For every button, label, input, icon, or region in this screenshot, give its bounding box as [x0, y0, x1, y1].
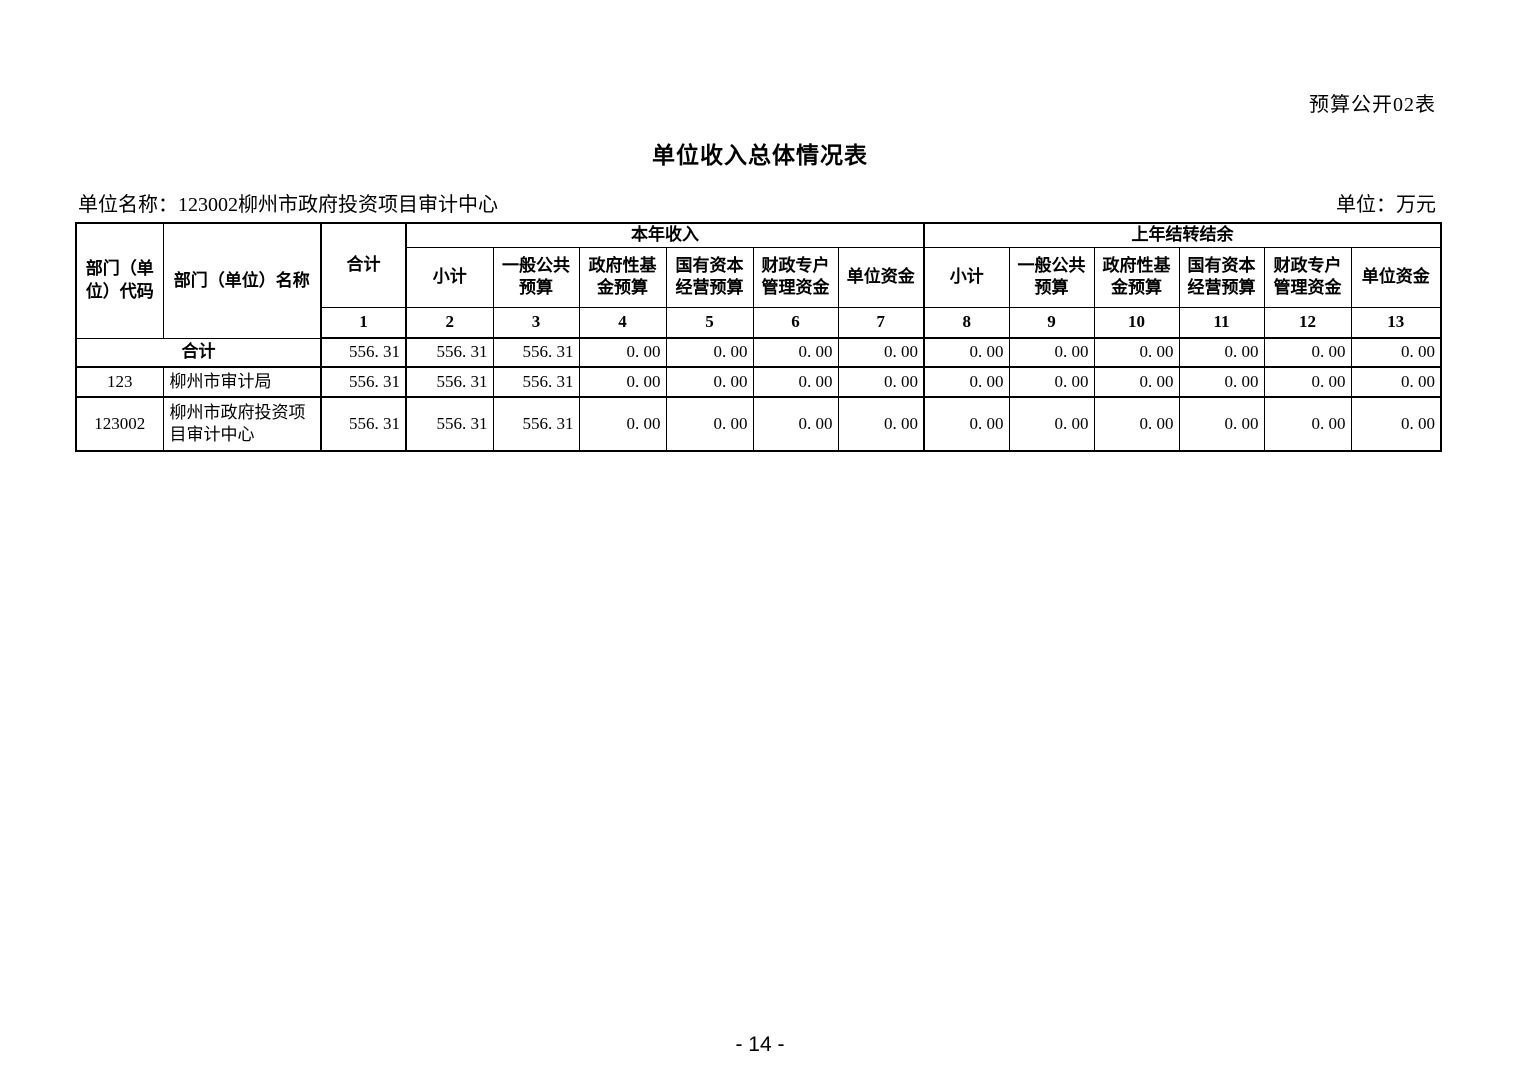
row-code: 123002: [75, 396, 164, 453]
value-cell: 0. 00: [1350, 337, 1442, 369]
value-cell: 556. 31: [320, 337, 407, 369]
column-number: 7: [837, 306, 925, 340]
table-row-total: 合计 556. 31 556. 31 556. 31 0. 00 0. 00 0…: [75, 337, 1442, 369]
value-cell: 0. 00: [665, 337, 754, 369]
value-cell: 556. 31: [492, 366, 580, 399]
header-cy-unit-funds: 单位资金: [837, 246, 925, 308]
value-cell: 0. 00: [1178, 366, 1265, 399]
value-cell: 0. 00: [1008, 396, 1095, 453]
column-number: 4: [578, 306, 667, 340]
column-number: 8: [923, 306, 1010, 340]
header-total: 合计: [320, 222, 407, 308]
value-cell: 0. 00: [1008, 366, 1095, 399]
page-title: 单位收入总体情况表: [652, 143, 868, 168]
value-cell: 0. 00: [1178, 337, 1265, 369]
column-number: 5: [665, 306, 754, 340]
row-name: 柳州市政府投资项 目审计中心: [162, 396, 322, 453]
table-header-group-row: 部门（单 位）代码 部门（单位）名称 合计 本年收入 上年结转结余: [75, 222, 1442, 339]
row-label-total: 合计: [75, 337, 322, 369]
header-co-unit-funds: 单位资金: [1350, 246, 1442, 308]
header-cy-fiscal-account-funds: 财政专户 管理资金: [752, 246, 839, 308]
value-cell: 0. 00: [1178, 396, 1265, 453]
value-cell: 556. 31: [320, 396, 407, 453]
value-cell: 0. 00: [752, 366, 839, 399]
header-co-fiscal-account-funds: 财政专户 管理资金: [1263, 246, 1352, 308]
table-header-column-row: 小计 一般公共 预算 政府性基 金预算 国有资本 经营预算 财政专户 管理资金 …: [76, 246, 1442, 308]
value-cell: 0. 00: [1008, 337, 1095, 369]
meta-row: 单位名称：123002柳州市政府投资项目审计中心 单位：万元: [78, 188, 1436, 217]
income-summary-table: 部门（单 位）代码 部门（单位）名称 合计 本年收入 上年结转结余 小计 一般公…: [75, 222, 1442, 453]
header-cy-subtotal: 小计: [405, 246, 494, 308]
column-number: 9: [1008, 306, 1095, 340]
unit-name-label: 单位名称：123002柳州市政府投资项目审计中心: [78, 194, 498, 216]
value-cell: 556. 31: [320, 366, 407, 399]
value-cell: 0. 00: [1350, 396, 1442, 453]
value-cell: 556. 31: [492, 396, 580, 453]
header-cy-government-fund-budget: 政府性基 金预算: [578, 246, 667, 308]
column-number: 11: [1178, 306, 1265, 340]
value-cell: 0. 00: [923, 366, 1010, 399]
column-number: 10: [1093, 306, 1180, 340]
value-cell: 0. 00: [1093, 337, 1180, 369]
table-header-number-row: 1 2 3 4 5 6 7 8 9 10 11 12 13: [76, 306, 1442, 340]
value-cell: 0. 00: [923, 337, 1010, 369]
doc-label: 预算公开02表: [1309, 94, 1436, 116]
value-cell: 0. 00: [752, 337, 839, 369]
value-cell: 0. 00: [837, 337, 925, 369]
value-cell: 0. 00: [578, 337, 667, 369]
page-number: - 14 -: [735, 1033, 785, 1056]
column-number: 3: [492, 306, 580, 340]
row-code: 123: [75, 366, 164, 399]
header-cy-general-public-budget: 一般公共 预算: [492, 246, 580, 308]
column-number: 13: [1350, 306, 1442, 340]
column-number: 6: [752, 306, 839, 340]
value-cell: 0. 00: [1263, 366, 1352, 399]
value-cell: 0. 00: [1093, 366, 1180, 399]
header-group-current-year: 本年收入: [405, 222, 925, 248]
table-row: 123002 柳州市政府投资项 目审计中心 556. 31 556. 31 55…: [75, 396, 1442, 453]
value-cell: 0. 00: [752, 396, 839, 453]
value-cell: 0. 00: [665, 366, 754, 399]
value-cell: 0. 00: [578, 396, 667, 453]
value-cell: 0. 00: [1263, 337, 1352, 369]
value-cell: 0. 00: [1350, 366, 1442, 399]
header-group-carryover: 上年结转结余: [923, 222, 1442, 248]
header-co-subtotal: 小计: [923, 246, 1010, 308]
value-cell: 0. 00: [1093, 396, 1180, 453]
header-unit-code: 部门（单 位）代码: [75, 222, 164, 339]
column-number: 2: [405, 306, 494, 340]
unit-measure-label: 单位：万元: [1336, 194, 1436, 216]
value-cell: 0. 00: [665, 396, 754, 453]
table-row: 123 柳州市审计局 556. 31 556. 31 556. 31 0. 00…: [75, 366, 1442, 399]
header-unit-name: 部门（单位）名称: [162, 222, 322, 339]
value-cell: 0. 00: [923, 396, 1010, 453]
header-cy-state-capital-budget: 国有资本 经营预算: [665, 246, 754, 308]
value-cell: 556. 31: [405, 337, 494, 369]
header-co-state-capital-budget: 国有资本 经营预算: [1178, 246, 1265, 308]
value-cell: 0. 00: [1263, 396, 1352, 453]
value-cell: 0. 00: [837, 396, 925, 453]
value-cell: 556. 31: [492, 337, 580, 369]
header-co-general-public-budget: 一般公共 预算: [1008, 246, 1095, 308]
value-cell: 556. 31: [405, 396, 494, 453]
column-number: 1: [320, 306, 407, 340]
value-cell: 0. 00: [578, 366, 667, 399]
value-cell: 556. 31: [405, 366, 494, 399]
row-name: 柳州市审计局: [162, 366, 322, 399]
value-cell: 0. 00: [837, 366, 925, 399]
column-number: 12: [1263, 306, 1352, 340]
header-co-government-fund-budget: 政府性基 金预算: [1093, 246, 1180, 308]
